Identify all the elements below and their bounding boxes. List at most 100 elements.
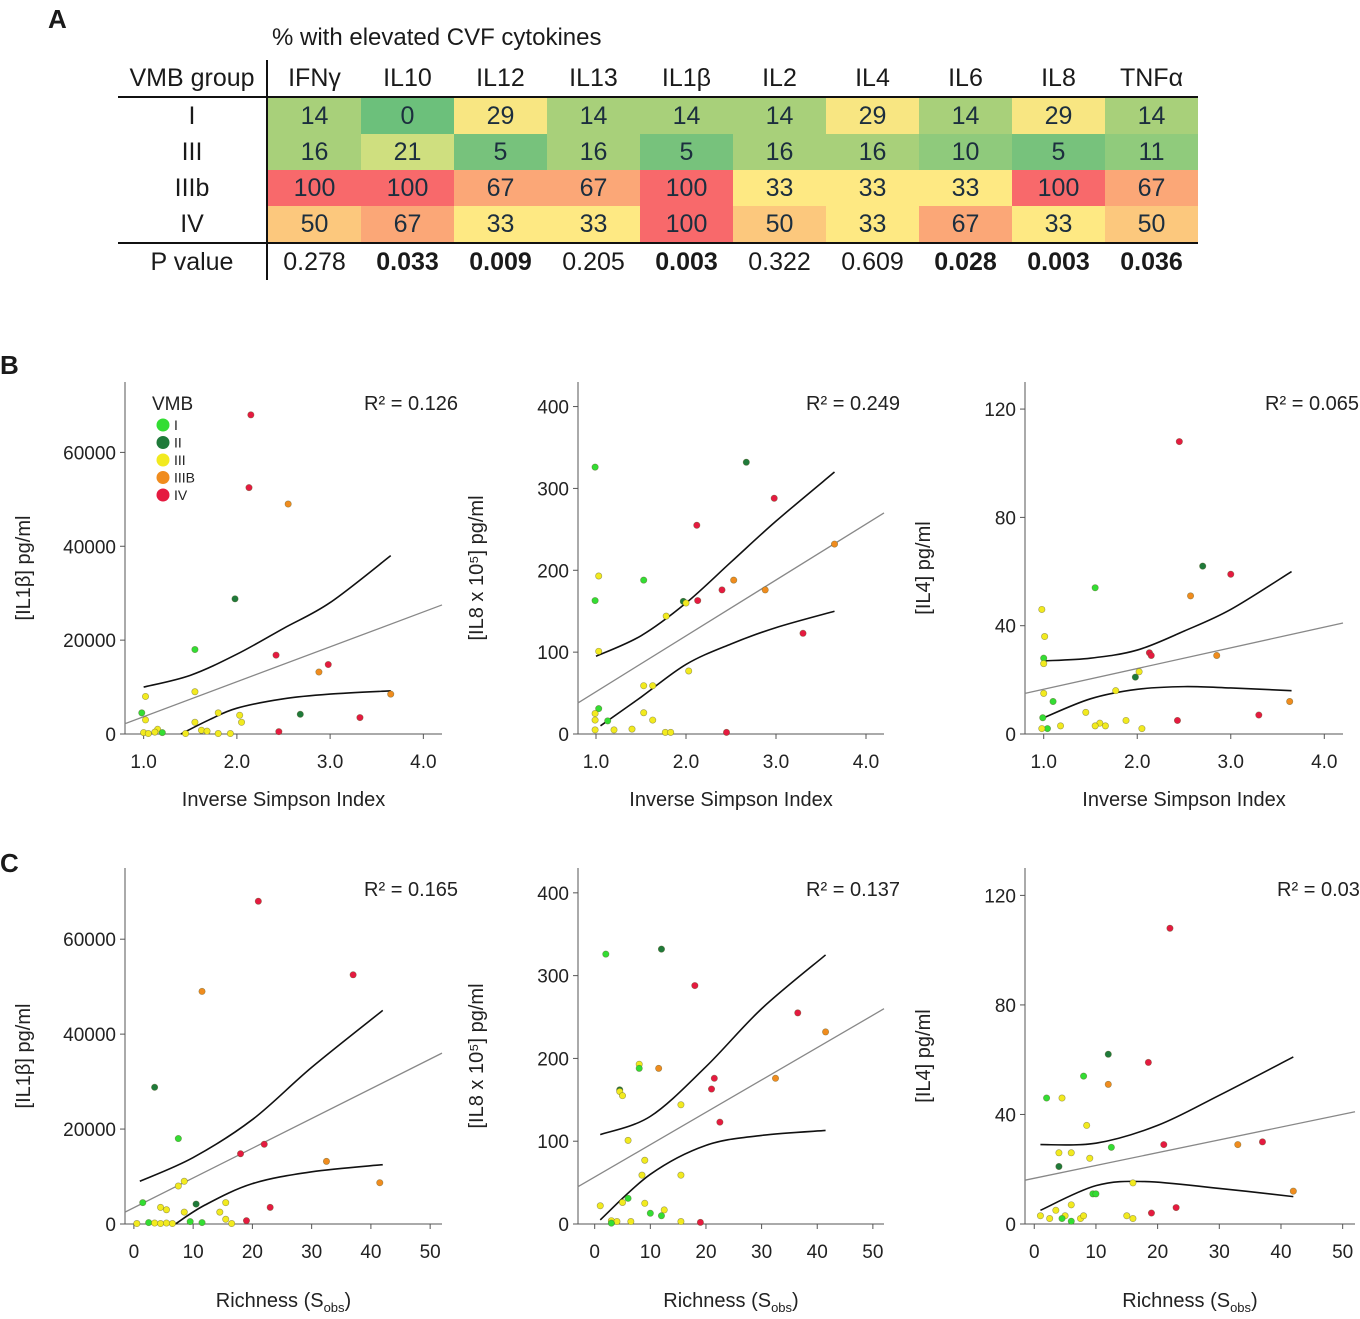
y-tick-label: 20000 xyxy=(63,1120,116,1141)
x-tick-label: 50 xyxy=(420,1242,441,1263)
data-point xyxy=(649,682,657,690)
x-axis-label-text: Inverse Simpson Index xyxy=(182,789,385,811)
y-tick-label: 200 xyxy=(537,1049,569,1070)
column-header: IL6 xyxy=(919,60,1012,98)
x-tick-label: 2.0 xyxy=(673,752,699,773)
column-header: IL12 xyxy=(454,60,547,98)
x-tick-label: 1.0 xyxy=(130,752,156,773)
data-point xyxy=(203,727,211,735)
data-point xyxy=(1046,1215,1054,1223)
y-tick-label: 200 xyxy=(537,561,569,582)
x-axis-label-text: Richness (S xyxy=(216,1290,324,1312)
data-point xyxy=(1234,1141,1242,1149)
data-point xyxy=(174,1135,182,1143)
heat-cell: 14 xyxy=(267,97,361,134)
data-point xyxy=(1112,687,1120,695)
data-point xyxy=(660,1206,668,1214)
data-point xyxy=(677,1101,685,1109)
table-row: III 16 21 5 16 5 16 16 10 5 11 xyxy=(118,134,1198,170)
data-point xyxy=(1255,711,1263,719)
heat-cell: 5 xyxy=(640,134,733,170)
heat-cell: 11 xyxy=(1105,134,1198,170)
r-squared-label: R² = 0.126 xyxy=(364,393,458,415)
y-tick-label: 0 xyxy=(1005,725,1016,746)
data-point xyxy=(624,1194,632,1202)
column-header: IL4 xyxy=(826,60,919,98)
y-axis-label: [IL8 x 10⁵] pg/ml xyxy=(466,983,488,1128)
r-squared-label: R² = 0.036 xyxy=(1277,879,1360,901)
x-axis-label-subscript: obs xyxy=(1230,1300,1251,1315)
x-axis-label: Inverse Simpson Index xyxy=(182,789,385,811)
x-axis-label: Richness (Sobs) xyxy=(216,1290,351,1315)
data-point xyxy=(144,730,152,738)
x-tick-label: 3.0 xyxy=(763,752,789,773)
data-point xyxy=(619,1092,627,1100)
heat-cell: 16 xyxy=(826,134,919,170)
data-point xyxy=(1173,716,1181,724)
heat-cell: 33 xyxy=(733,170,826,206)
data-point xyxy=(1227,570,1235,578)
data-point xyxy=(222,1199,230,1207)
data-point xyxy=(1289,1187,1297,1195)
x-tick-label: 30 xyxy=(301,1242,322,1263)
table-header-row: VMB group IFNγ IL10 IL12 IL13 IL1β IL2 I… xyxy=(118,60,1198,98)
data-point xyxy=(716,1118,724,1126)
heat-cell: 29 xyxy=(454,97,547,134)
data-point xyxy=(595,705,603,713)
legend-swatch xyxy=(156,453,170,467)
y-tick-label: 100 xyxy=(537,1132,569,1153)
data-point xyxy=(315,668,323,676)
data-point xyxy=(822,1028,830,1036)
x-tick-label: 4.0 xyxy=(853,752,879,773)
data-point xyxy=(1101,722,1109,730)
x-axis-label: Inverse Simpson Index xyxy=(629,789,832,811)
data-point xyxy=(1067,1149,1075,1157)
heat-cell: 14 xyxy=(733,97,826,134)
data-point xyxy=(198,987,206,995)
y-tick-label: 40 xyxy=(995,617,1016,638)
legend-swatch xyxy=(156,436,170,449)
p-value: 0.003 xyxy=(640,242,733,280)
x-axis-label-end: ) xyxy=(792,1290,799,1312)
scatter-chart-c1: 0 20000 40000 60000 0 10 20 30 40 50 Richness (Sob… xyxy=(13,868,458,1315)
row-header-label: VMB group xyxy=(118,60,268,98)
scatter-chart-b2: 0 100 200 300 400 1.0 2.0 3.0 4.0 Inverse Simpson… xyxy=(466,382,900,811)
x-tick-label: 1.0 xyxy=(583,752,609,773)
y-tick-label: 120 xyxy=(984,400,1016,421)
heat-cell: 100 xyxy=(640,170,733,206)
data-point xyxy=(157,1203,165,1211)
x-axis-label-text: Richness (S xyxy=(1122,1290,1230,1312)
y-tick-label: 120 xyxy=(984,886,1016,907)
data-point xyxy=(222,1215,230,1223)
y-axis-label: [IL8 x 10⁵] pg/ml xyxy=(466,495,488,640)
data-point xyxy=(191,688,199,696)
data-point xyxy=(1067,1201,1075,1209)
regression-line xyxy=(124,604,443,725)
data-point xyxy=(591,726,599,734)
y-tick-label: 80 xyxy=(995,996,1016,1017)
data-point xyxy=(662,612,670,620)
y-tick-label: 0 xyxy=(105,725,116,746)
data-point xyxy=(1055,1149,1063,1157)
data-point xyxy=(677,1171,685,1179)
x-tick-label: 2.0 xyxy=(224,752,250,773)
column-header: IFNγ xyxy=(267,60,361,98)
data-point xyxy=(142,716,150,724)
ci-lower-curve xyxy=(180,690,391,735)
data-point xyxy=(710,1074,718,1082)
y-axis-label: [IL1β] pg/ml xyxy=(13,516,35,621)
table-row: I 14 0 29 14 14 14 29 14 29 14 xyxy=(118,97,1198,134)
regression-line xyxy=(1024,1111,1356,1181)
data-point xyxy=(1057,722,1065,730)
data-point xyxy=(1172,1204,1180,1212)
data-point xyxy=(191,646,199,654)
heat-cell: 33 xyxy=(1012,206,1105,243)
data-point xyxy=(1160,1141,1168,1149)
table-caption: % with elevated CVF cytokines xyxy=(272,24,602,51)
y-tick-label: 0 xyxy=(1005,1215,1016,1236)
data-point xyxy=(1175,438,1183,446)
legend-item-label: IV xyxy=(174,487,188,503)
legend-swatch xyxy=(156,488,170,502)
table-row: IIIb 100 100 67 67 100 33 33 33 100 67 xyxy=(118,170,1198,206)
